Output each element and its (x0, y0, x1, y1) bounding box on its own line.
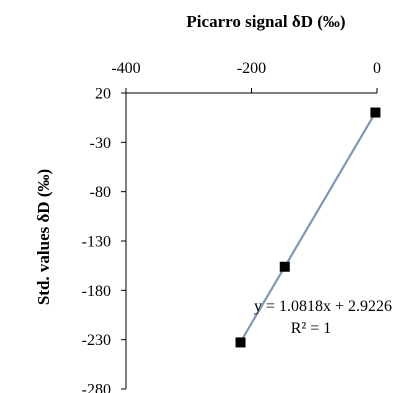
data-point-marker (235, 337, 246, 348)
y-tick-label: -130 (82, 234, 111, 251)
y-tick-label: -180 (82, 283, 111, 300)
data-point-marker (279, 261, 290, 272)
y-tick-label: -30 (90, 135, 111, 152)
y-axis-ticks: 20 -30 -80 -130 -180 -230 -280 (82, 86, 126, 393)
y-tick-label: 20 (95, 86, 111, 103)
y-tick-label: -230 (82, 332, 111, 349)
trendline-group (239, 111, 377, 343)
axes (125, 92, 377, 389)
data-points (235, 107, 381, 348)
y-tick-label: -80 (90, 184, 111, 201)
x-tick-label: -200 (237, 60, 266, 77)
x-tick-label: -400 (111, 60, 140, 77)
trendline (239, 111, 377, 343)
x-axis-title: Picarro signal δD (‰) (186, 12, 345, 31)
x-axis-ticks: -400 -200 0 (111, 60, 381, 93)
r-squared-label: R² = 1 (291, 320, 332, 337)
trendline-equation: y = 1.0818x + 2.9226 (254, 298, 392, 315)
x-tick-label: 0 (373, 60, 381, 77)
data-point-marker (370, 107, 381, 118)
y-axis-title: Std. values δD (‰) (34, 169, 53, 305)
y-tick-label: -280 (82, 382, 111, 393)
